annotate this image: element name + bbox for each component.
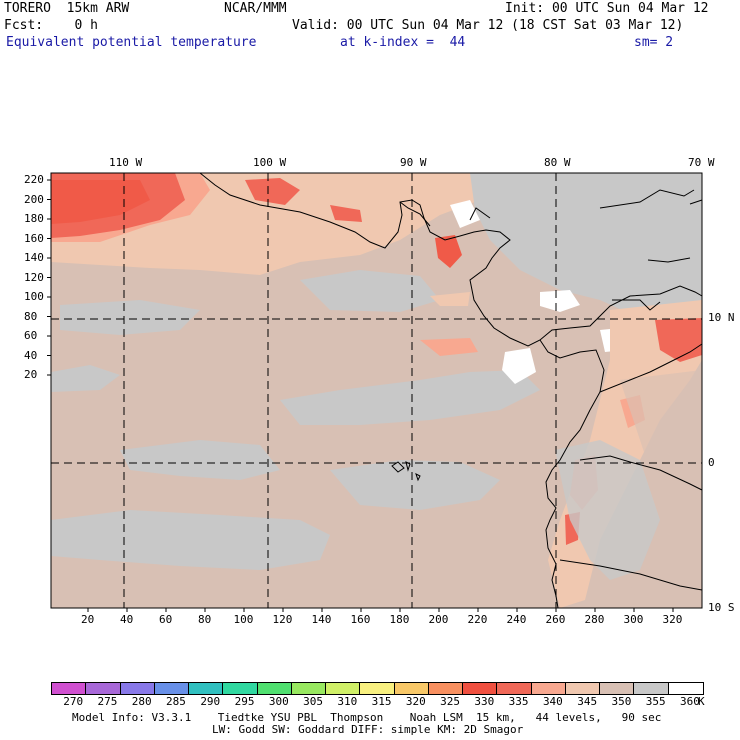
colorbar-swatch [462, 682, 498, 695]
colorbar-label: 320 [405, 695, 426, 708]
model-title: TORERO 15km ARW [4, 1, 130, 16]
model-info-line2: LW: Godd SW: Goddard DIFF: simple KM: 2D… [212, 723, 524, 736]
x-tick-label: 180 [389, 613, 410, 626]
x-tick-label: 320 [662, 613, 683, 626]
lon-label-110w: 110 W [109, 156, 143, 169]
model-info-line1: Model Info: V3.3.1 Tiedtke YSU PBL Thomp… [72, 711, 662, 724]
lat-label-10n: 10 N [708, 311, 735, 324]
lat-label-0: 0 [708, 456, 715, 469]
y-tick-label: 220 [24, 173, 44, 186]
y-tick-label: 140 [24, 251, 44, 264]
x-tick-label: 80 [198, 613, 212, 626]
colorbar-label: 325 [440, 695, 461, 708]
plot-frame [50, 172, 703, 609]
y-tick-label: 120 [24, 270, 44, 284]
y-tick-label: 60 [24, 329, 38, 342]
x-tick-label: 20 [81, 613, 95, 626]
colorbar-swatch [393, 682, 429, 695]
lon-label-80w: 80 W [544, 156, 571, 169]
x-tick-label: 120 [272, 613, 293, 626]
colorbar-label: 290 [200, 695, 221, 708]
colorbar-swatch [119, 682, 155, 695]
colorbar-swatch [599, 682, 635, 695]
colorbar-swatch [222, 682, 258, 695]
colorbar-label: 285 [166, 695, 186, 708]
lon-label-70w: 70 W [688, 156, 715, 169]
y-tick-label: 40 [24, 348, 38, 362]
colorbar-label: 310 [337, 695, 358, 708]
y-tick-label: 20 [24, 368, 38, 381]
lat-label-10s: 10 S [708, 601, 735, 614]
y-tick-label: 180 [24, 212, 44, 225]
colorbar-swatch [256, 682, 292, 695]
colorbar-label: 275 [97, 695, 118, 708]
colorbar-swatch [427, 682, 464, 695]
colorbar-swatch [188, 682, 224, 695]
x-tick-label: 40 [120, 613, 134, 626]
x-tick-label: 160 [350, 613, 371, 626]
colorbar-label: 270 [63, 695, 84, 708]
colorbar-label: 300 [268, 695, 289, 708]
y-tick-label: 80 [24, 309, 38, 323]
colorbar-label: 345 [577, 695, 598, 708]
colorbar-label: 360 [680, 695, 700, 708]
lon-label-90w: 90 W [400, 156, 427, 169]
colorbar-label: 305 [303, 695, 323, 708]
colorbar-unit: K [698, 695, 705, 708]
colorbar-swatch [85, 682, 121, 695]
colorbar-label: 335 [508, 695, 529, 708]
field-name: Equivalent potential temperature [6, 35, 257, 50]
colorbar-label: 340 [542, 695, 563, 708]
colorbar-label: 355 [645, 695, 666, 708]
y-tick-label: 200 [24, 192, 44, 206]
colorbar-label: 295 [234, 695, 255, 708]
colorbar-label: 330 [474, 695, 495, 708]
colorbar-swatch [153, 682, 190, 695]
x-tick-label: 240 [506, 613, 527, 626]
colorbar-swatch [290, 682, 327, 695]
forecast-hour: Fcst: 0 h [4, 18, 98, 33]
colorbar-swatch [496, 682, 532, 695]
colorbar-label: 350 [611, 695, 632, 708]
colorbar-swatch [51, 682, 87, 695]
valid-time: Valid: 00 UTC Sun 04 Mar 12 (18 CST Sat … [292, 18, 684, 33]
center-label: NCAR/MMM [224, 1, 287, 16]
theta-e-field [51, 173, 702, 608]
lat-lon-grid [51, 173, 702, 608]
colorbar-swatch [359, 682, 395, 695]
init-time: Init: 00 UTC Sun 04 Mar 12 [505, 1, 709, 16]
smoothing-label: sm= 2 [634, 35, 674, 50]
x-tick-label: 60 [159, 613, 173, 626]
colorbar-swatch [530, 682, 566, 695]
x-tick-label: 280 [584, 613, 605, 626]
x-tick-label: 220 [467, 613, 488, 626]
level-label: at k-index = 44 [340, 35, 466, 50]
x-tick-label: 260 [545, 613, 566, 626]
colorbar-swatch [564, 682, 601, 695]
colorbar-label: 315 [371, 695, 392, 708]
colorbar-swatch [633, 682, 669, 695]
y-tick-label: 160 [24, 231, 44, 245]
x-tick-label: 100 [233, 613, 254, 626]
x-tick-label: 300 [623, 613, 644, 626]
y-tick-label: 100 [24, 290, 44, 303]
lon-label-100w: 100 W [253, 156, 287, 169]
colorbar-swatch [325, 682, 361, 695]
colorbar-label: 280 [131, 695, 152, 708]
x-tick-label: 200 [428, 613, 449, 626]
x-tick-label: 140 [311, 613, 332, 626]
colorbar-swatch [667, 682, 704, 695]
